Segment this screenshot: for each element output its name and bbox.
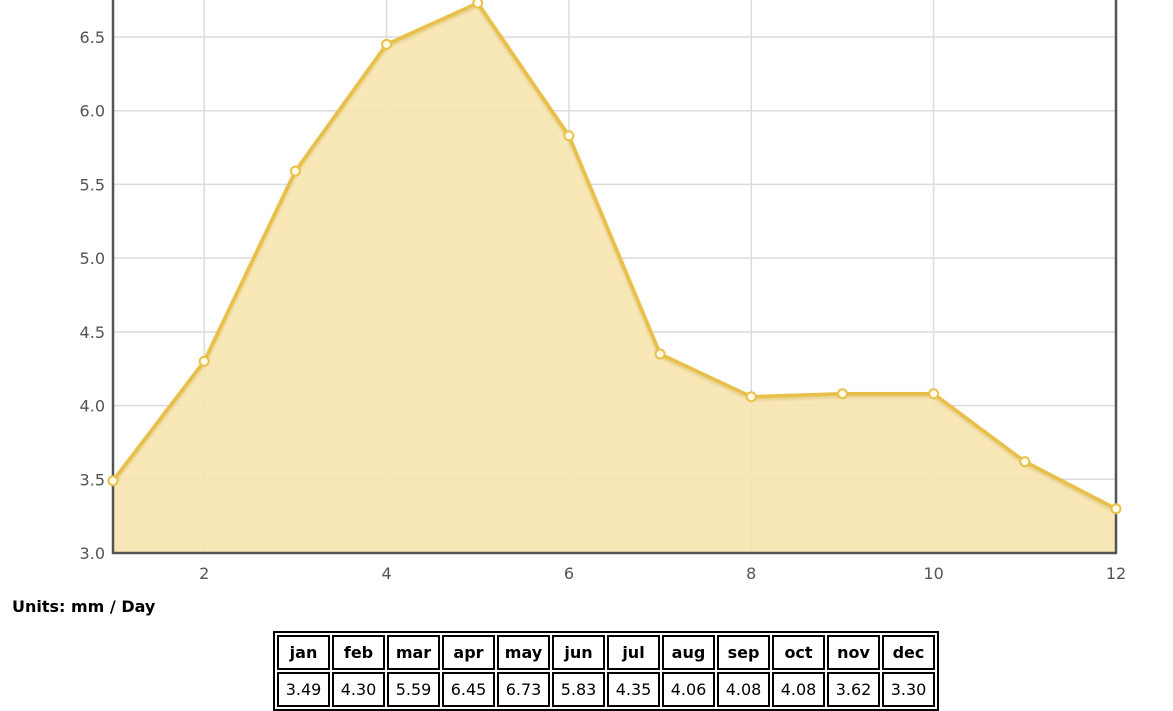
month-value-cell: 4.35: [607, 672, 660, 707]
y-tick-label: 3.0: [80, 544, 105, 563]
y-tick-label: 4.0: [80, 397, 105, 416]
month-value-cell: 4.08: [717, 672, 770, 707]
y-tick-label: 6.5: [80, 28, 105, 47]
month-value-cell: 3.49: [277, 672, 330, 707]
y-tick-label: 6.0: [80, 102, 105, 121]
y-tick-label: 5.5: [80, 175, 105, 194]
month-header-cell: may: [497, 635, 550, 670]
x-tick-label: 6: [564, 564, 574, 583]
x-tick-label: 8: [746, 564, 756, 583]
month-header-cell: aug: [662, 635, 715, 670]
data-point: [928, 388, 940, 400]
month-header-cell: jul: [607, 635, 660, 670]
month-value-cell: 6.45: [442, 672, 495, 707]
month-value-cell: 4.30: [332, 672, 385, 707]
table-values-row: 3.49 4.30 5.59 6.45 6.73 5.83 4.35 4.06 4.08 4.08…: [277, 672, 935, 707]
month-value-cell: 5.59: [387, 672, 440, 707]
month-value-cell: 6.73: [497, 672, 550, 707]
table-header-row: jan feb mar apr may jun jul aug sep oct nov dec: [277, 635, 935, 670]
data-point: [472, 0, 484, 9]
month-header-cell: nov: [827, 635, 880, 670]
tick-labels: 3.0 3.5 4.0 4.5 5.0 5.5 6.0 6.5 2 4 6 8 10 12: [80, 28, 1127, 583]
data-point: [107, 475, 119, 487]
data-point: [198, 355, 210, 367]
monthly-values-table: jan feb mar apr may jun jul aug sep oct nov dec 3.4…: [273, 631, 939, 711]
x-tick-label: 12: [1106, 564, 1126, 583]
month-value-cell: 3.62: [827, 672, 880, 707]
data-point: [289, 165, 301, 177]
area-fill: [113, 3, 1116, 553]
data-point: [1019, 456, 1031, 468]
y-tick-label: 4.5: [80, 323, 105, 342]
month-value-cell: 4.08: [772, 672, 825, 707]
month-header-cell: oct: [772, 635, 825, 670]
series-line: [111, 1, 1117, 511]
month-header-cell: dec: [882, 635, 935, 670]
x-tick-label: 4: [381, 564, 391, 583]
area-chart: 3.0 3.5 4.0 4.5 5.0 5.5 6.0 6.5 2 4 6 8 10 12: [80, 0, 1127, 583]
month-value-cell: 4.06: [662, 672, 715, 707]
data-point: [1110, 503, 1122, 515]
month-header-cell: jun: [552, 635, 605, 670]
area-layer: [111, 1, 1117, 553]
data-point: [836, 388, 848, 400]
month-value-cell: 3.30: [882, 672, 935, 707]
chart-svg: 3.0 3.5 4.0 4.5 5.0 5.5 6.0 6.5 2 4 6 8 10 12: [80, 0, 1127, 583]
data-point: [381, 38, 393, 50]
data-points: [107, 0, 1122, 515]
data-point: [745, 391, 757, 403]
month-header-cell: jan: [277, 635, 330, 670]
data-point: [654, 348, 666, 360]
x-tick-label: 10: [923, 564, 943, 583]
y-tick-label: 3.5: [80, 470, 105, 489]
month-header-cell: sep: [717, 635, 770, 670]
month-value-cell: 5.83: [552, 672, 605, 707]
month-header-cell: mar: [387, 635, 440, 670]
x-tick-label: 2: [199, 564, 209, 583]
data-point: [563, 130, 575, 142]
axes: [111, 0, 1118, 555]
y-tick-label: 5.0: [80, 249, 105, 268]
month-header-cell: feb: [332, 635, 385, 670]
month-header-cell: apr: [442, 635, 495, 670]
units-label: Units: mm / Day: [12, 597, 156, 616]
